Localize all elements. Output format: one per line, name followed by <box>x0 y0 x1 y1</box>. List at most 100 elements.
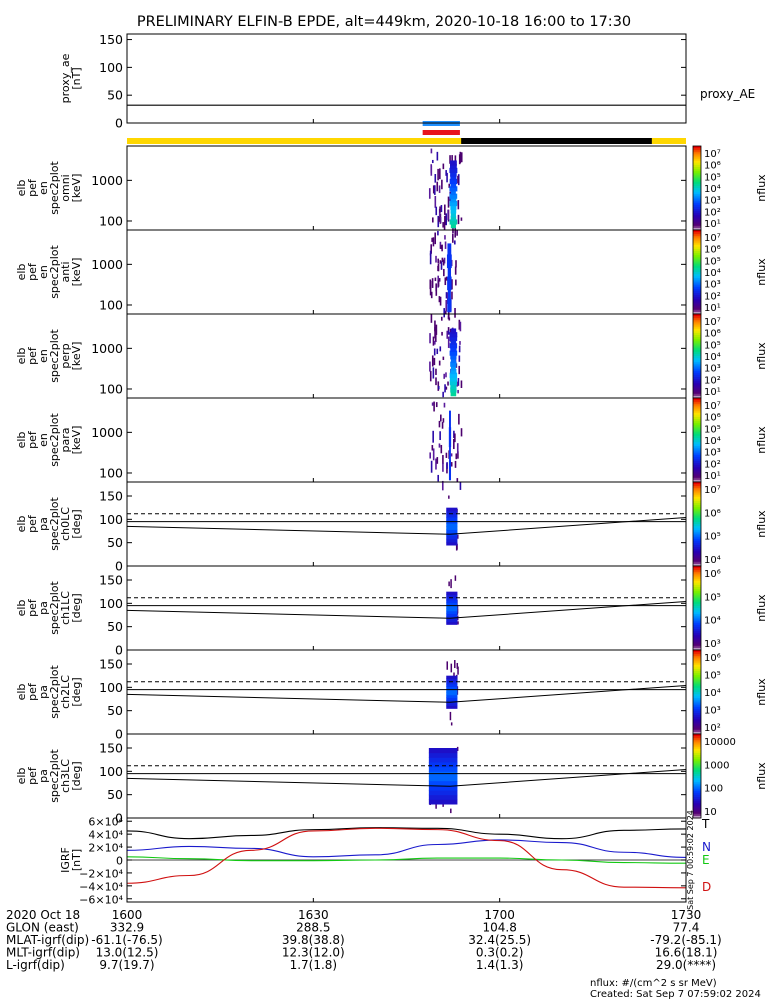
colorbar-segment <box>693 242 701 246</box>
spectrogram-pixel <box>444 384 446 393</box>
colorbar-segment <box>693 595 701 599</box>
spectrogram-pixel <box>453 438 455 450</box>
y-tick-label: 50 <box>107 535 123 550</box>
spectrogram-pixel <box>436 348 439 355</box>
colorbar-segment <box>693 253 701 256</box>
spectrogram-pixel <box>450 453 453 457</box>
y-tick-label: 0 <box>115 559 123 574</box>
colorbar-segment <box>693 608 701 611</box>
colorbar-segment <box>693 759 701 762</box>
colorbar-segment <box>693 626 701 630</box>
colorbar-segment <box>693 377 701 380</box>
colorbar-segment <box>693 494 701 498</box>
spectrogram-pixel <box>442 418 445 423</box>
spectrogram-pixel <box>445 276 448 281</box>
spectrogram-pixel <box>459 321 462 332</box>
colorbar-segment <box>693 813 701 817</box>
colorbar-segment <box>693 776 701 779</box>
spectrogram-core <box>449 380 458 386</box>
colorbar-tick-label: 10⁴ <box>704 555 721 566</box>
colorbar-segment <box>693 515 701 519</box>
colorbar-segment <box>693 230 701 233</box>
pitch-core <box>446 605 458 609</box>
spectrogram-pixel <box>443 308 446 318</box>
y-axis-label: IGRF[nT] <box>59 847 83 873</box>
spectrogram-pixel <box>459 481 462 490</box>
colorbar-segment <box>693 484 701 487</box>
pitch-core <box>446 697 458 701</box>
colorbar-segment <box>693 528 701 531</box>
y-axis-label-line: pef <box>26 430 39 449</box>
colorbar-segment <box>693 801 701 804</box>
colorbar-tick-label: 10⁶ <box>704 329 721 340</box>
colorbar-segment <box>693 316 701 319</box>
colorbar-segment <box>693 683 701 687</box>
pitch-pixel <box>448 581 450 587</box>
y-tick-label: 150 <box>99 741 123 756</box>
spectrogram-pixel <box>447 209 449 220</box>
y-tick-label: 1000 <box>91 173 123 188</box>
spectrogram-pixel <box>444 277 447 286</box>
spectrogram-pixel <box>438 360 441 366</box>
y-axis-label-line: elb <box>15 600 28 617</box>
colorbar-segment <box>693 702 701 706</box>
colorbar-segment <box>693 440 701 443</box>
colorbar-segment <box>693 809 701 813</box>
spectrogram-pixel <box>456 229 458 236</box>
pitch-core <box>446 678 458 682</box>
spectrogram-pixel <box>455 260 457 268</box>
colorbar-segment <box>693 530 701 533</box>
colorbar-segment <box>693 202 701 206</box>
colorbar-segment <box>693 412 701 416</box>
spectrogram-pixel <box>447 196 450 208</box>
spectrogram-pixel <box>435 255 437 263</box>
colorbar-segment <box>693 221 701 225</box>
footer-row-value: 1730 <box>671 908 702 922</box>
colorbar-segment <box>693 708 701 712</box>
colorbar-segment <box>693 742 701 746</box>
colorbar-segment <box>693 752 701 756</box>
y-axis-label-line: [deg] <box>70 677 83 706</box>
colorbar-tick-label: 10⁷ <box>704 317 721 328</box>
spectrogram-pixel <box>439 296 442 306</box>
y-tick-label: 50 <box>107 619 123 634</box>
colorbar-segment <box>693 511 701 515</box>
series-label-D: D <box>702 880 711 894</box>
colorbar-segment <box>693 181 701 185</box>
colorbar-segment <box>693 780 701 783</box>
panel-pef_en_para: 1000100elbpefenspec2plotpara[keV]10⁷10⁶1… <box>15 397 768 491</box>
panel-legend: proxy_AE <box>700 87 755 101</box>
spectrogram-pixel <box>454 240 456 245</box>
colorbar-segment <box>693 633 701 636</box>
colorbar-segment <box>693 660 701 664</box>
spectrogram-pixel <box>430 164 433 174</box>
colorbar-segment <box>693 566 701 569</box>
panel-frame <box>126 33 687 124</box>
colorbar-segment <box>693 786 701 790</box>
colorbar-label: nflux <box>755 426 768 454</box>
footer-row-value: 1600 <box>112 908 143 922</box>
colorbar-segment <box>693 576 701 580</box>
spectrogram-pixel <box>429 361 431 372</box>
colorbar-segment <box>693 364 701 368</box>
y-axis-label-line: pef <box>26 598 39 617</box>
spectrogram-pixel <box>445 213 447 226</box>
spectrogram-pixel <box>434 277 437 282</box>
colorbar-segment <box>693 750 701 754</box>
spectrogram-core <box>450 208 457 214</box>
panel-frame <box>126 397 687 483</box>
pitch-core <box>446 683 458 688</box>
colorbar-segment <box>693 465 701 468</box>
colorbar-segment <box>693 723 701 727</box>
series-label-T: T <box>701 817 710 831</box>
spectrogram-pixel <box>437 474 440 482</box>
colorbar-tick-label: 10² <box>704 207 721 218</box>
footer-row-value: 1.7(1.8) <box>290 958 338 972</box>
colorbar-segment <box>693 757 701 760</box>
colorbar-segment <box>693 248 701 252</box>
colorbar-tick-label: 10⁴ <box>704 268 721 279</box>
colorbar-segment <box>693 257 701 260</box>
pitch-core <box>428 785 458 791</box>
spectrogram-pixel <box>428 188 431 199</box>
